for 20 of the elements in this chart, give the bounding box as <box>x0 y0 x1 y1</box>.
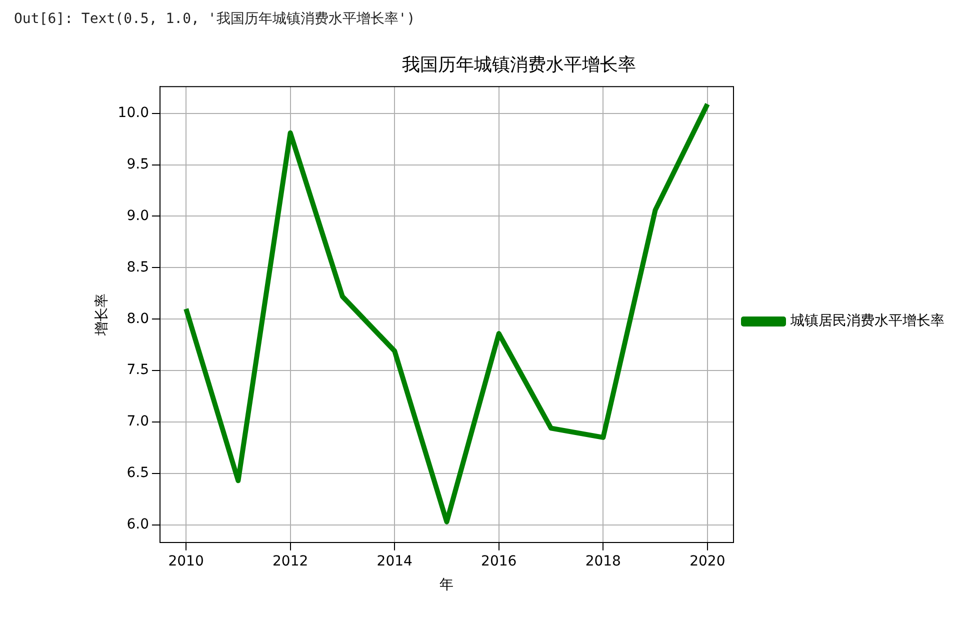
x-tick-label: 2020 <box>690 553 726 570</box>
y-axis-title: 增长率 <box>94 294 110 336</box>
x-axis-title: 年 <box>440 577 454 594</box>
x-tick-label: 2016 <box>481 553 517 570</box>
y-tick-label: 10.0 <box>118 104 149 121</box>
y-tick-label: 8.5 <box>126 259 149 276</box>
legend-label: 城镇居民消费水平增长率 <box>790 313 944 330</box>
y-tick-label: 9.0 <box>126 208 149 224</box>
x-tick-label: 2018 <box>585 553 621 570</box>
y-tick-label: 7.0 <box>126 414 149 430</box>
chart-title: 我国历年城镇消费水平增长率 <box>402 54 636 76</box>
y-tick-label: 7.5 <box>126 362 149 378</box>
x-tick-label: 2012 <box>272 553 308 570</box>
y-tick-label: 6.0 <box>126 516 149 533</box>
text: Out[6]: Text(0.5, 1.0, '我国历年城镇消费水平增长率') <box>14 10 416 28</box>
y-tick-label: 8.0 <box>126 310 149 327</box>
x-tick-label: 2014 <box>376 553 412 570</box>
y-tick-label: 6.5 <box>126 465 149 482</box>
x-tick-label: 2010 <box>168 553 204 570</box>
y-tick-label: 9.5 <box>126 156 149 172</box>
